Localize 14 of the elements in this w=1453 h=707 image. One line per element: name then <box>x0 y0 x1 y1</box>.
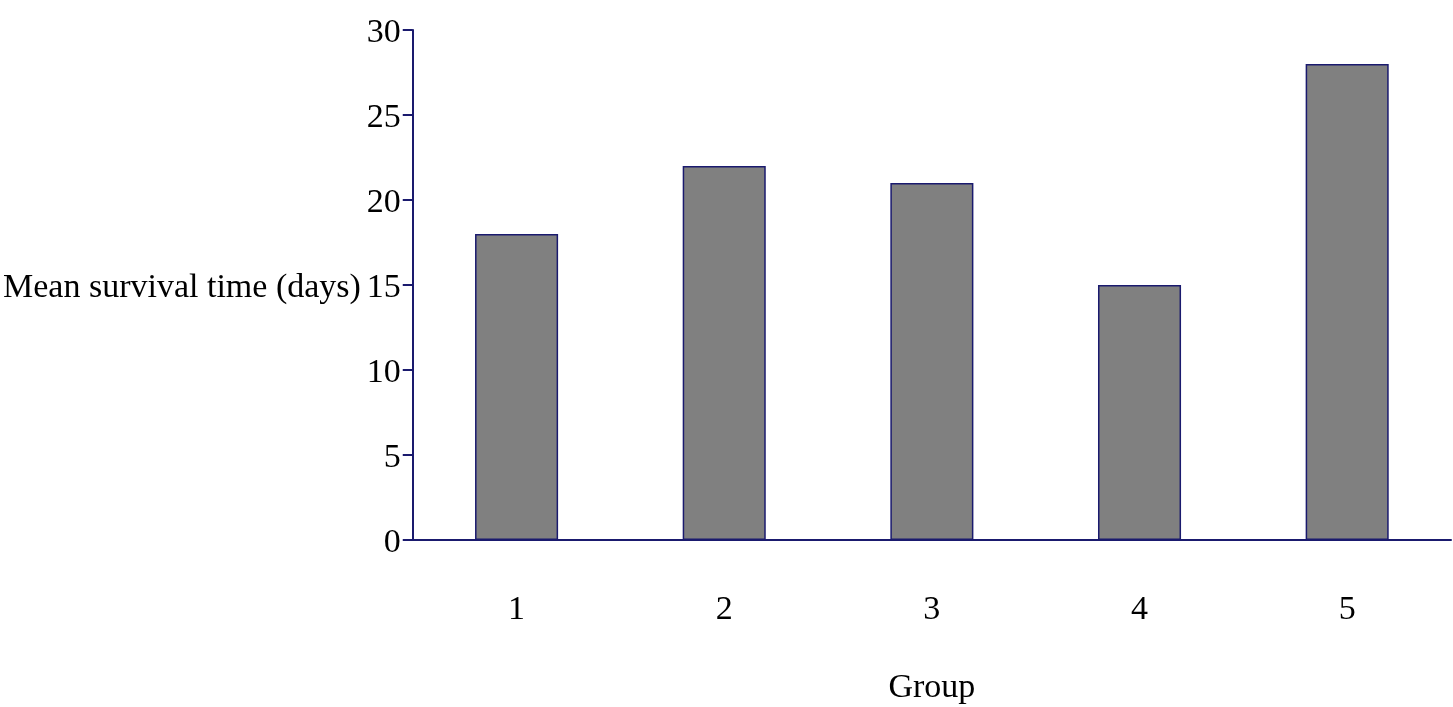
y-axis-title: Mean survival time (days) <box>2 266 361 305</box>
x-axis-title: Group <box>888 666 976 704</box>
y-tick-label: 30 <box>366 11 401 49</box>
y-tick-label: 25 <box>366 96 401 134</box>
x-tick-label: 5 <box>1338 588 1356 626</box>
y-tick-label: 15 <box>366 266 401 304</box>
y-tick-label: 5 <box>383 436 401 474</box>
x-tick-label: 4 <box>1131 588 1149 626</box>
x-tick-label: 2 <box>715 588 733 626</box>
y-tick-label: 10 <box>366 351 401 389</box>
y-tick-label: 20 <box>366 181 401 219</box>
y-tick-label: 0 <box>383 521 401 559</box>
x-tick-label: 3 <box>923 588 941 626</box>
x-tick-label: 1 <box>508 588 526 626</box>
